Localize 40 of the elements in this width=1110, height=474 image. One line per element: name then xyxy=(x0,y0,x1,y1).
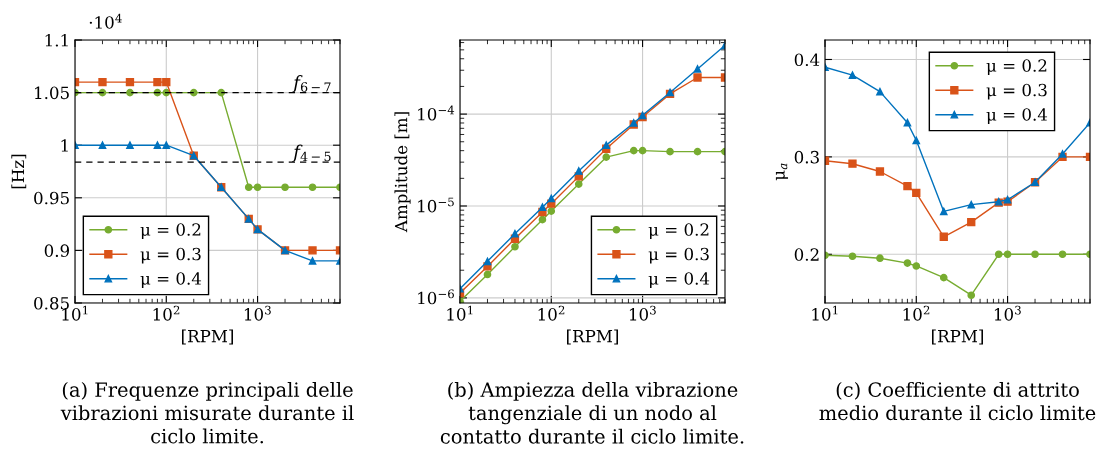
legend-label: μ = 0.4 xyxy=(140,272,202,288)
y-axis-title: [Hz] xyxy=(11,154,27,189)
x-tick-label: 10$^{2}$ xyxy=(538,305,565,321)
legend-label: μ = 0.4 xyxy=(986,108,1048,124)
ref-line-label: f$_{6−7}$ xyxy=(292,75,331,93)
x-tick-label: 10$^{3}$ xyxy=(244,305,271,321)
x-axis-title: [RPM] xyxy=(182,329,233,345)
y-tick-label: 10$^{−6}$ xyxy=(418,289,454,305)
y-tick-label: 1 xyxy=(61,139,68,152)
x-tick-label: 10$^{1}$ xyxy=(447,305,473,321)
legend-label: μ = 0.3 xyxy=(140,247,201,264)
legend-label: μ = 0.2 xyxy=(140,223,201,240)
y-tick-label: 10$^{−5}$ xyxy=(418,197,454,213)
x-tick-label: 10$^{3}$ xyxy=(994,305,1021,321)
y-axis-title: Amplitude [m] xyxy=(394,112,411,233)
legend-label: μ = 0.3 xyxy=(648,247,709,264)
y-tick-label: 10$^{−4}$ xyxy=(418,105,455,121)
legend-label: μ = 0.2 xyxy=(648,223,709,240)
text: ·10$^{4}$ xyxy=(89,13,122,29)
y-axis-title: μ$_{a}$ xyxy=(775,163,789,181)
y-tick-label: 0.2 xyxy=(794,248,819,261)
legend-label: μ = 0.3 xyxy=(986,83,1047,100)
x-tick-label: 10$^{2}$ xyxy=(153,305,180,321)
text: (c) Coefficiente di attrito medio durante il ciclo limite xyxy=(819,381,1096,421)
x-axis-title: [RPM] xyxy=(932,329,983,345)
x-tick-label: 10$^{1}$ xyxy=(812,305,838,321)
x-axis-title: [RPM] xyxy=(567,329,618,345)
y-tick-label: 0.95 xyxy=(34,191,69,205)
text: (b) Ampiezza della vibrazione tangenziale di un nodo al contatto durante il ciclo limite. xyxy=(440,381,744,444)
x-tick-label: 10$^{3}$ xyxy=(629,305,656,321)
legend-label: μ = 0.4 xyxy=(648,272,710,288)
y-tick-label: 0.4 xyxy=(794,53,820,67)
x-tick-label: 10$^{2}$ xyxy=(903,305,930,321)
legend-label: μ = 0.2 xyxy=(986,59,1047,76)
text: (a) Frequenze principali delle vibrazioni misurate durante il ciclo limite. xyxy=(60,381,354,444)
y-tick-label: 1.05 xyxy=(35,86,69,100)
y-tick-label: 1.1 xyxy=(45,33,68,47)
y-tick-label: 0.9 xyxy=(44,244,70,257)
y-tick-label: 0.3 xyxy=(794,150,819,164)
ref-line-label: f$_{4−5}$ xyxy=(292,144,331,162)
